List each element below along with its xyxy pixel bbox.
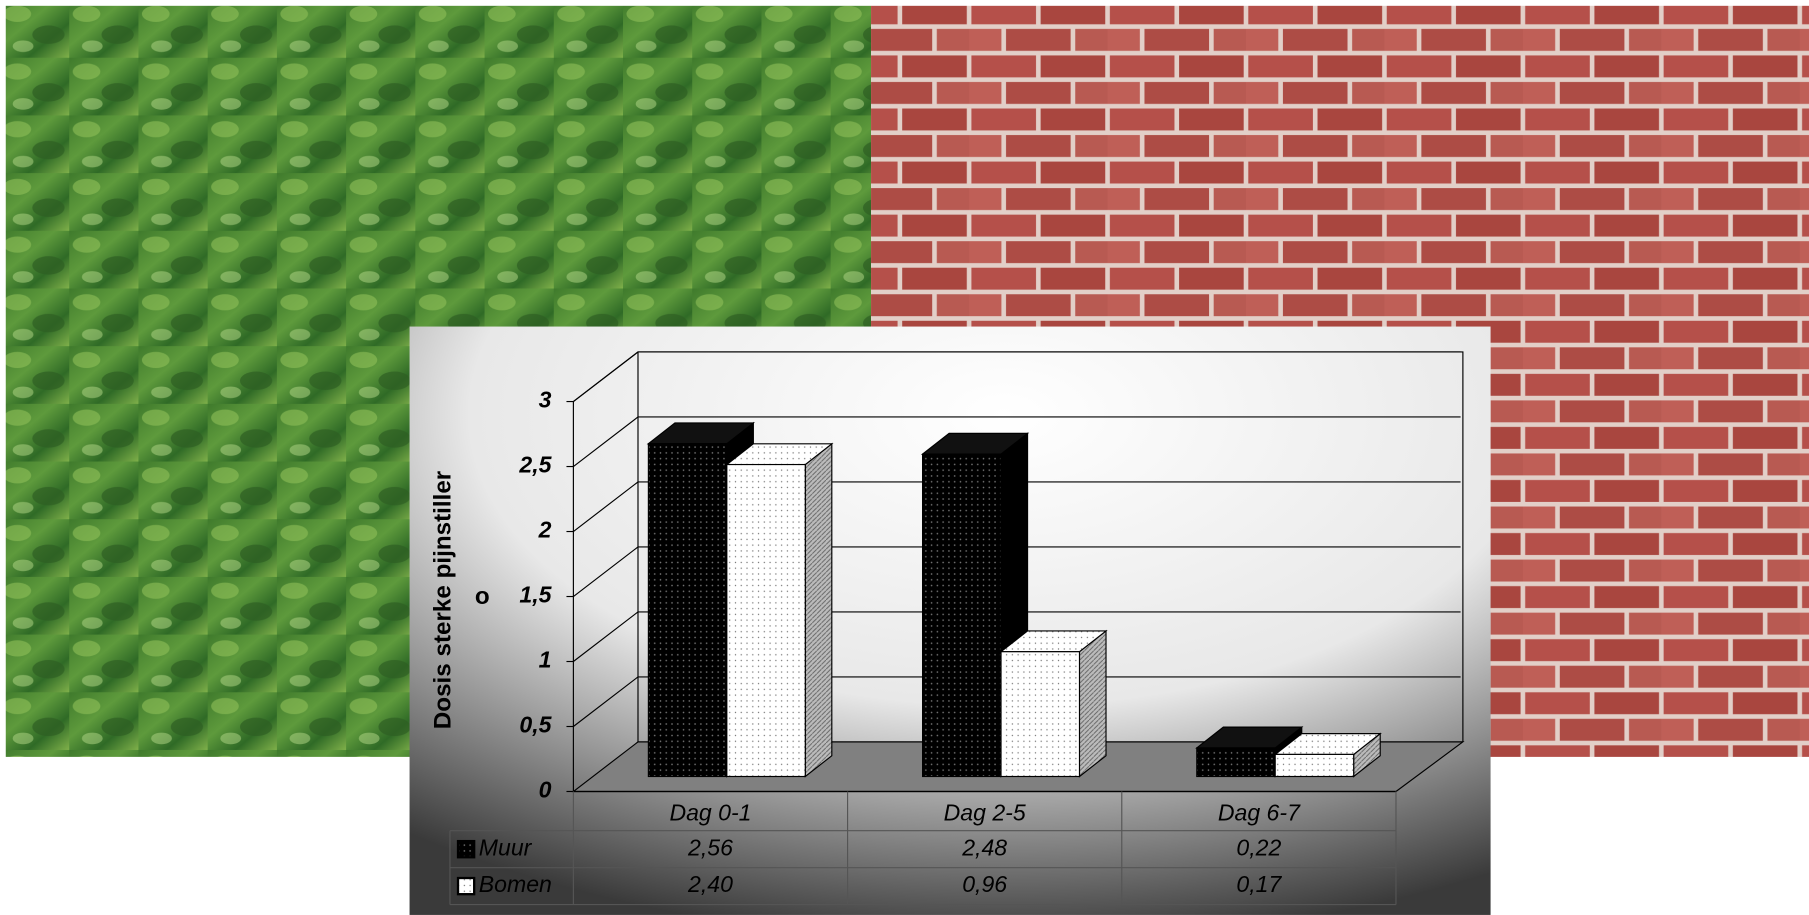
legend-key	[456, 839, 476, 859]
y-tick-label: 2	[538, 517, 552, 543]
y-axis-label: o	[475, 583, 490, 610]
bar	[1274, 753, 1355, 778]
bar	[921, 453, 1002, 778]
table-value: 0,96	[962, 871, 1007, 897]
table-value: 2,48	[961, 834, 1007, 860]
grid-line	[573, 676, 1461, 727]
table-value: 2,40	[687, 871, 733, 897]
bar	[647, 443, 728, 778]
grid-line	[573, 481, 1461, 532]
table-value: 2,56	[687, 834, 733, 860]
legend-key	[456, 876, 476, 896]
x-tick-label: Dag 2-5	[944, 800, 1026, 826]
grid-line	[573, 351, 1461, 403]
bar-side	[1078, 629, 1107, 778]
legend-label: Muur	[479, 834, 533, 860]
y-axis-label: Dosis sterke pijnstiller	[430, 470, 457, 729]
legend-label: Bomen	[479, 871, 552, 897]
grid-line	[573, 611, 1461, 662]
y-tick-label: 1	[539, 647, 552, 673]
bar	[1196, 747, 1276, 778]
bar-side	[804, 442, 833, 778]
y-tick-label: 2,5	[518, 452, 552, 478]
y-tick-label: 1,5	[519, 582, 552, 608]
grid-line	[573, 416, 1461, 467]
bar	[1000, 651, 1081, 778]
x-tick-label: Dag 6-7	[1218, 800, 1301, 826]
x-tick-label: Dag 0-1	[669, 800, 751, 826]
bar	[726, 463, 806, 778]
y-tick-label: 3	[539, 387, 552, 413]
grid-line	[573, 546, 1461, 597]
table-value: 0,22	[1236, 834, 1281, 860]
table-value: 0,17	[1236, 871, 1282, 897]
y-tick-label: 0	[539, 777, 552, 803]
y-tick-label: 0,5	[519, 712, 552, 738]
